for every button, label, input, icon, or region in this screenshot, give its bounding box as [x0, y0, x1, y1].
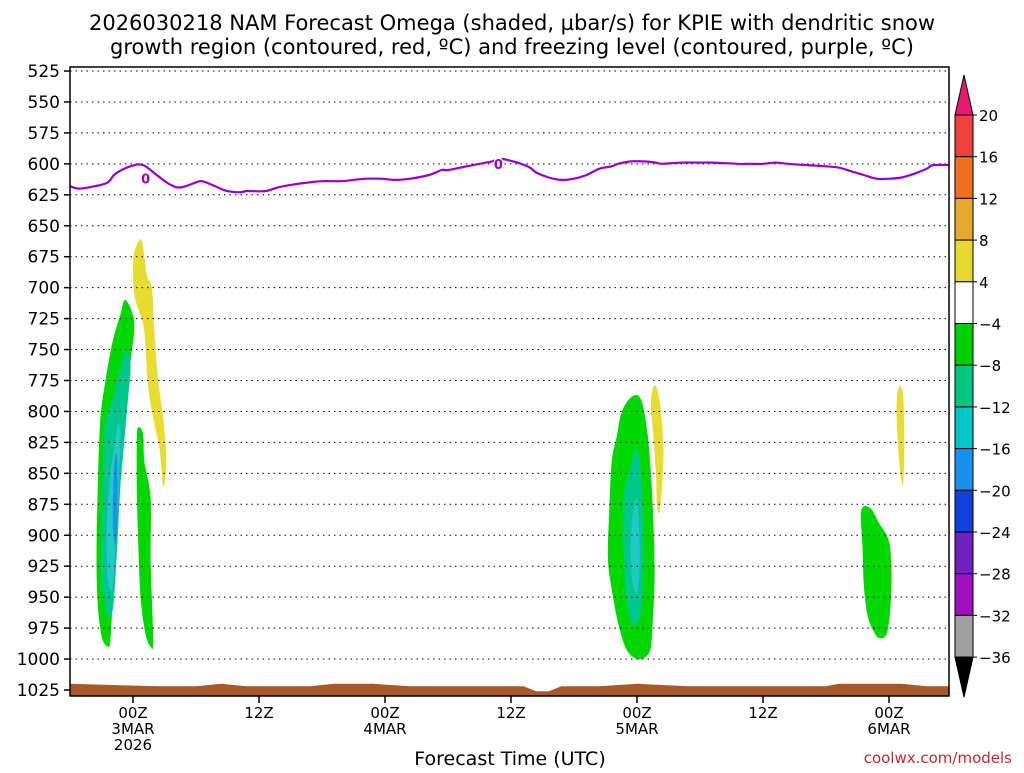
colorbar-label-3: 8: [979, 232, 989, 250]
y-tick-label-850: 850: [28, 464, 60, 484]
freezing-label-bg-1: [493, 156, 504, 171]
x-tick-label-20-1: 4MAR: [363, 720, 406, 738]
colorbar-label-10: −24: [979, 524, 1011, 542]
below-ground-layer: [70, 683, 949, 696]
freezing-level-layer: 00: [70, 156, 949, 194]
colorbar-box-7: [954, 406, 974, 450]
x-tick-label-10-0: 12Z: [244, 704, 273, 722]
y-tick-label-550: 550: [28, 93, 60, 113]
colorbar-box-8: [954, 448, 974, 491]
colorbar-box-5: [954, 323, 974, 366]
omega-region-yellow-3: [650, 385, 664, 514]
y-tick-label-725: 725: [28, 310, 60, 330]
x-tick-label-60-0: 00Z: [874, 704, 903, 722]
omega-region-green-2: [136, 427, 154, 650]
y-tick-label-600: 600: [28, 155, 60, 175]
omega-region-green-4: [860, 506, 892, 639]
colorbar-label-8: −16: [979, 441, 1011, 459]
y-tick-label-900: 900: [28, 526, 60, 546]
chart-title-line1: 2026030218 NAM Forecast Omega (shaded, µ…: [89, 11, 935, 35]
colorbar-label-1: 16: [979, 149, 998, 167]
y-axis: 525 550 575 600 625 650 675 700 725 750 775 800 825 8…: [17, 62, 70, 701]
y-tick-label-675: 675: [28, 248, 60, 268]
x-tick-label-30-0: 12Z: [496, 704, 525, 722]
y-tick-label-750: 750: [28, 341, 60, 361]
x-axis-label: Forecast Time (UTC): [414, 748, 605, 768]
y-tick-label-700: 700: [28, 279, 60, 299]
y-tick-label-825: 825: [28, 433, 60, 453]
omega-region-cyan-3: [630, 497, 640, 595]
y-tick-label-950: 950: [28, 588, 60, 608]
y-tick-label-800: 800: [28, 402, 60, 422]
omega-region-yellow-1: [132, 239, 167, 487]
x-tick-label-0-0: 00Z: [118, 704, 147, 722]
colorbar-label-11: −28: [979, 566, 1011, 584]
colorbar-label-5: −4: [979, 316, 1001, 334]
colorbar-label-9: −20: [979, 482, 1011, 500]
colorbar-box-0: [954, 114, 974, 158]
colorbar-box-2: [954, 197, 974, 241]
freezing-level-label-1: 0: [494, 158, 503, 173]
y-tick-label-1000: 1000: [17, 650, 60, 670]
y-tick-label-975: 975: [28, 619, 60, 639]
colorbar: 20 16 12 8 4 −4 −8 −12 −16 −20 −24 −28 −32 −36: [954, 74, 1011, 698]
colorbar-box-12: [954, 614, 974, 658]
ground-mask: [70, 683, 949, 696]
x-tick-label-40-1: 5MAR: [615, 720, 658, 738]
y-tick-label-625: 625: [28, 186, 60, 206]
colorbar-box-4: [954, 281, 974, 324]
x-tick-label-50-0: 12Z: [748, 704, 777, 722]
colorbar-label-6: −8: [979, 357, 1001, 375]
x-tick-label-0-1: 3MAR: [111, 720, 154, 738]
y-tick-label-775: 775: [28, 372, 60, 392]
omega-region-yellow-4: [896, 385, 905, 487]
colorbar-label-7: −12: [979, 399, 1011, 417]
omega-region-blue-1: [112, 452, 118, 546]
freezing-label-bg-0: [140, 171, 151, 186]
plot-frame: [69, 66, 950, 697]
x-tick-label-60-1: 6MAR: [867, 720, 910, 738]
freezing-level-label-0: 0: [141, 173, 150, 188]
y-tick-label-875: 875: [28, 495, 60, 515]
credit-text: coolwx.com/models: [864, 749, 1012, 767]
x-tick-label-40-0: 00Z: [622, 704, 651, 722]
colorbar-label-4: 4: [979, 274, 989, 292]
x-tick-label-0-2: 2026: [114, 736, 152, 754]
colorbar-label-13: −36: [979, 649, 1011, 667]
colorbar-box-1: [954, 156, 974, 199]
colorbar-box-3: [954, 239, 974, 283]
y-tick-label-525: 525: [28, 62, 60, 82]
y-tick-label-1025: 1025: [17, 681, 60, 701]
chart-title-line2: growth region (contoured, red, ºC) and f…: [110, 35, 914, 59]
colorbar-label-12: −32: [979, 607, 1011, 625]
colorbar-box-6: [954, 364, 974, 408]
colorbar-bottom-triangle: [954, 656, 974, 698]
colorbar-label-0: 20: [979, 107, 998, 125]
freezing-level-line: [70, 157, 949, 194]
x-tick-label-20-0: 00Z: [370, 704, 399, 722]
y-tick-label-925: 925: [28, 557, 60, 577]
omega-shading: [96, 239, 905, 660]
y-tick-label-575: 575: [28, 124, 60, 144]
y-tick-label-650: 650: [28, 217, 60, 237]
colorbar-box-10: [954, 531, 974, 575]
colorbar-box-9: [954, 489, 974, 533]
colorbar-label-2: 12: [979, 190, 998, 208]
colorbar-box-11: [954, 573, 974, 616]
